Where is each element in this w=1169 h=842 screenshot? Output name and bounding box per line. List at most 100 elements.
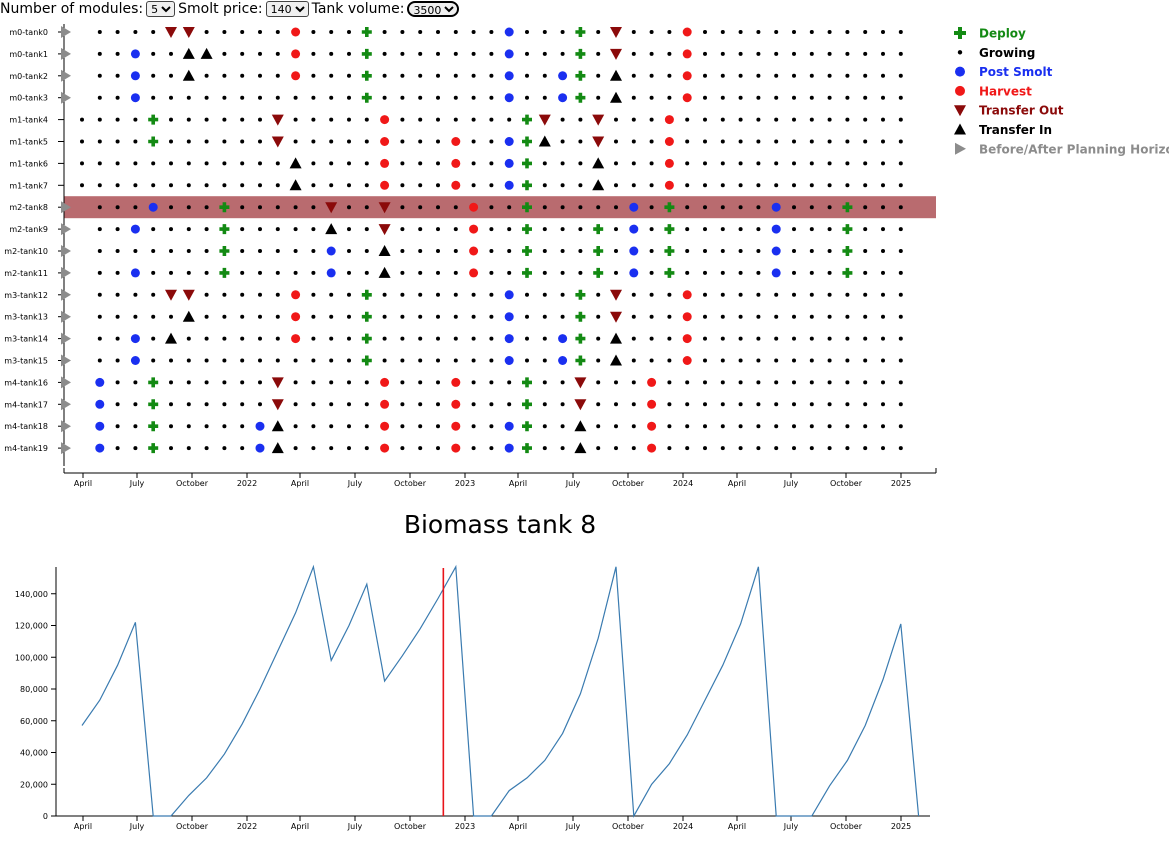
growing-marker <box>222 161 227 166</box>
smolt-price-select[interactable]: 140 <box>265 1 309 17</box>
growing-marker <box>311 358 316 363</box>
growing-marker <box>863 117 868 122</box>
x-tick-label: October <box>176 479 209 488</box>
x-tick-label: October <box>612 479 645 488</box>
growing-marker <box>507 402 512 407</box>
growing-marker <box>453 30 458 34</box>
x-tick-label: July <box>783 822 799 831</box>
growing-marker <box>560 117 565 122</box>
growing-marker <box>863 205 868 210</box>
growing-marker <box>898 292 903 297</box>
growing-marker <box>400 380 405 385</box>
growing-marker <box>471 402 476 407</box>
growing-marker <box>133 380 138 385</box>
growing-marker <box>115 139 120 144</box>
growing-marker <box>525 30 529 34</box>
growing-marker <box>311 292 316 297</box>
deploy-marker <box>219 267 230 278</box>
post-smolt-marker <box>504 421 514 431</box>
growing-marker <box>347 446 351 451</box>
growing-marker <box>667 424 672 429</box>
growing-marker <box>364 227 369 232</box>
transfer-in-marker <box>610 354 622 366</box>
growing-marker <box>631 446 636 451</box>
x-tick-label: 2023 <box>455 822 475 831</box>
growing-marker <box>400 51 405 56</box>
growing-marker <box>115 117 120 122</box>
growing-marker <box>881 139 885 144</box>
growing-marker <box>614 117 618 122</box>
growing-marker <box>489 183 494 188</box>
growing-marker <box>471 380 476 385</box>
y-tick-label: 120,000 <box>15 622 48 631</box>
growing-marker <box>720 336 725 341</box>
modules-select[interactable]: 5 <box>146 1 176 17</box>
growing-marker <box>649 314 654 319</box>
transfer-out-marker <box>182 289 195 301</box>
growing-marker <box>311 30 316 34</box>
growing-marker <box>703 270 707 275</box>
growing-marker <box>97 139 102 144</box>
growing-marker <box>293 270 298 275</box>
x-tick-label: 2025 <box>891 822 911 831</box>
growing-marker <box>222 358 227 363</box>
growing-marker <box>774 380 779 385</box>
tank-label: m3-tank13 <box>4 313 48 322</box>
growing-marker <box>347 183 351 188</box>
transfer-in-marker <box>200 47 213 59</box>
growing-marker <box>685 139 690 144</box>
tank-label: m4-tank17 <box>4 400 48 409</box>
growing-marker <box>792 249 796 253</box>
growing-marker <box>649 227 654 232</box>
growing-marker <box>720 139 725 144</box>
growing-marker <box>293 402 298 407</box>
growing-marker <box>400 402 405 407</box>
growing-marker <box>186 95 191 100</box>
x-tick-label: April <box>509 479 527 488</box>
growing-marker <box>169 424 173 429</box>
growing-marker <box>222 402 227 407</box>
post-smolt-marker <box>504 71 514 81</box>
growing-marker <box>258 314 262 319</box>
legend-circle-icon <box>955 85 965 96</box>
growing-marker <box>809 161 814 166</box>
growing-marker <box>845 358 850 363</box>
growing-marker <box>560 314 565 319</box>
x-tick-label: April <box>728 822 746 831</box>
growing-marker <box>738 292 743 297</box>
growing-marker <box>275 205 280 210</box>
growing-marker <box>809 227 814 232</box>
growing-marker <box>898 205 903 210</box>
legend-label: Deploy <box>979 27 1026 41</box>
growing-marker <box>614 402 618 407</box>
growing-marker <box>115 402 120 407</box>
growing-marker <box>898 183 903 188</box>
transfer-in-marker <box>271 442 284 454</box>
growing-marker <box>525 314 529 319</box>
growing-marker <box>703 249 707 253</box>
growing-marker <box>471 292 476 297</box>
growing-marker <box>738 249 743 253</box>
growing-marker <box>169 402 173 407</box>
growing-marker <box>471 161 476 166</box>
growing-marker <box>792 336 796 341</box>
growing-marker <box>631 161 636 166</box>
deploy-marker <box>148 136 159 147</box>
growing-marker <box>133 446 138 451</box>
growing-marker <box>863 227 868 232</box>
growing-marker <box>881 446 885 451</box>
post-smolt-marker <box>504 180 514 190</box>
growing-marker <box>720 95 725 100</box>
tank-volume-select[interactable]: 3500 <box>407 1 460 17</box>
growing-marker <box>97 336 102 341</box>
growing-marker <box>863 95 868 100</box>
growing-marker <box>489 270 494 275</box>
growing-marker <box>596 402 601 407</box>
growing-marker <box>97 249 102 253</box>
deploy-marker <box>522 443 532 454</box>
growing-marker <box>115 424 120 429</box>
growing-marker <box>400 314 405 319</box>
growing-marker <box>97 205 102 210</box>
y-tick-label: 80,000 <box>20 685 48 694</box>
transfer-in-marker <box>271 420 284 432</box>
